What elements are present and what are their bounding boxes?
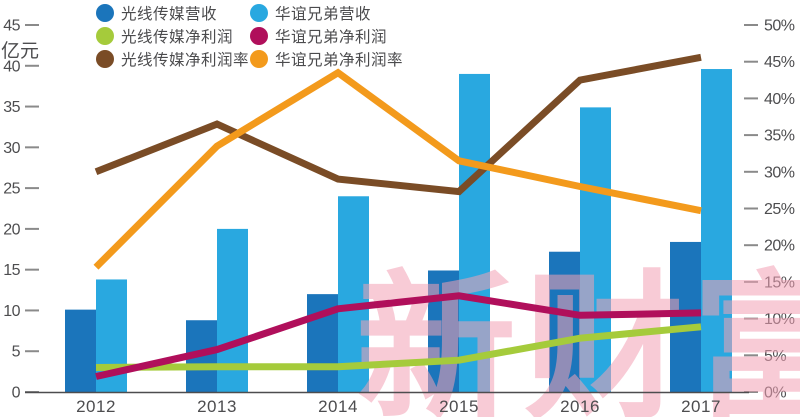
x-axis-label-2015: 2015	[439, 397, 479, 416]
right-axis-tick-label: 10%	[764, 311, 795, 328]
left-axis-tick-label: 45	[3, 18, 20, 35]
left-axis-tick-label: 40	[3, 58, 20, 75]
left-axis-title: 亿元	[1, 41, 40, 62]
left-axis-tick-label: 5	[12, 344, 21, 361]
right-axis-tick-label: 25%	[764, 201, 795, 218]
right-axis-tick-label: 40%	[764, 91, 795, 108]
line-huayi-net-margin	[93, 68, 702, 270]
legend-item-huayi-net-margin: 华谊兄弟净利润率	[250, 47, 403, 70]
legend-label-enlight-net-profit: 光线传媒净利润	[121, 28, 234, 46]
legend-label-huayi-net-margin: 华谊兄弟净利润率	[275, 51, 404, 69]
left-axis-tick-label: 15	[3, 262, 20, 279]
right-axis-tick-label: 50%	[764, 18, 795, 35]
right-axis-tick-label: 35%	[764, 128, 795, 145]
bar-huayi-revenue-2017	[701, 69, 732, 392]
bar-enlight-revenue-2016	[549, 251, 580, 392]
right-axis-tick-label: 0%	[764, 385, 786, 402]
legend-item-huayi-net-profit: 华谊兄弟净利润	[250, 24, 403, 47]
legend-swatch-huayi-net-margin	[250, 49, 268, 68]
legend-swatch-huayi-net-profit	[250, 26, 268, 45]
left-axis-tick-label: 35	[3, 99, 20, 116]
left-axis-tick-label: 25	[3, 181, 20, 198]
x-axis-label-2013: 2013	[197, 397, 237, 416]
bar-huayi-revenue-2014	[338, 196, 369, 392]
legend-label-enlight-revenue: 光线传媒营收	[121, 5, 218, 23]
bar-enlight-revenue-2017	[670, 241, 701, 392]
legend-item-enlight-net-margin: 光线传媒净利润率	[96, 47, 250, 70]
x-axis-label-2012: 2012	[76, 397, 116, 416]
legend-label-huayi-revenue: 华谊兄弟营收	[275, 5, 372, 23]
legend-label-enlight-net-margin: 光线传媒净利润率	[121, 51, 250, 69]
legend-swatch-huayi-revenue	[250, 3, 268, 22]
x-axis-label-2014: 2014	[318, 397, 358, 416]
x-axis-label-2016: 2016	[560, 397, 600, 416]
left-axis-tick-label: 0	[12, 385, 21, 402]
legend-swatch-enlight-net-margin	[96, 49, 114, 68]
right-axis-tick-label: 45%	[764, 54, 795, 71]
legend-swatch-enlight-revenue	[96, 3, 114, 22]
bar-enlight-revenue-2015	[428, 270, 459, 392]
legend-item-huayi-revenue: 华谊兄弟营收	[250, 1, 403, 24]
legend-swatch-enlight-net-profit	[96, 26, 114, 45]
right-axis-tick-label: 30%	[764, 164, 795, 181]
bar-huayi-revenue-2016	[580, 107, 611, 393]
left-axis-tick-label: 10	[3, 303, 20, 320]
line-huayi-net-profit	[95, 292, 702, 380]
chart-legend: 光线传媒营收 华谊兄弟营收光线传媒净利润 华谊兄弟净利润光线传媒净利润率 华谊兄弟净利…	[96, 1, 403, 70]
line-enlight-net-margin	[94, 53, 702, 196]
x-axis-label-2017: 2017	[681, 397, 721, 416]
legend-item-enlight-revenue: 光线传媒营收	[96, 1, 250, 24]
bar-enlight-revenue-2012	[65, 309, 96, 392]
legend-label-huayi-net-profit: 华谊兄弟净利润	[275, 28, 388, 46]
right-axis-tick-label: 20%	[764, 238, 795, 255]
legend-item-enlight-net-profit: 光线传媒净利润	[96, 24, 250, 47]
right-axis-tick-label: 15%	[764, 274, 795, 291]
right-axis-tick-label: 5%	[764, 348, 786, 365]
left-axis-tick-label: 20	[3, 221, 20, 238]
left-axis-tick-label: 30	[3, 140, 20, 157]
line-enlight-net-profit	[95, 323, 702, 371]
bar-huayi-revenue-2015	[459, 73, 490, 392]
